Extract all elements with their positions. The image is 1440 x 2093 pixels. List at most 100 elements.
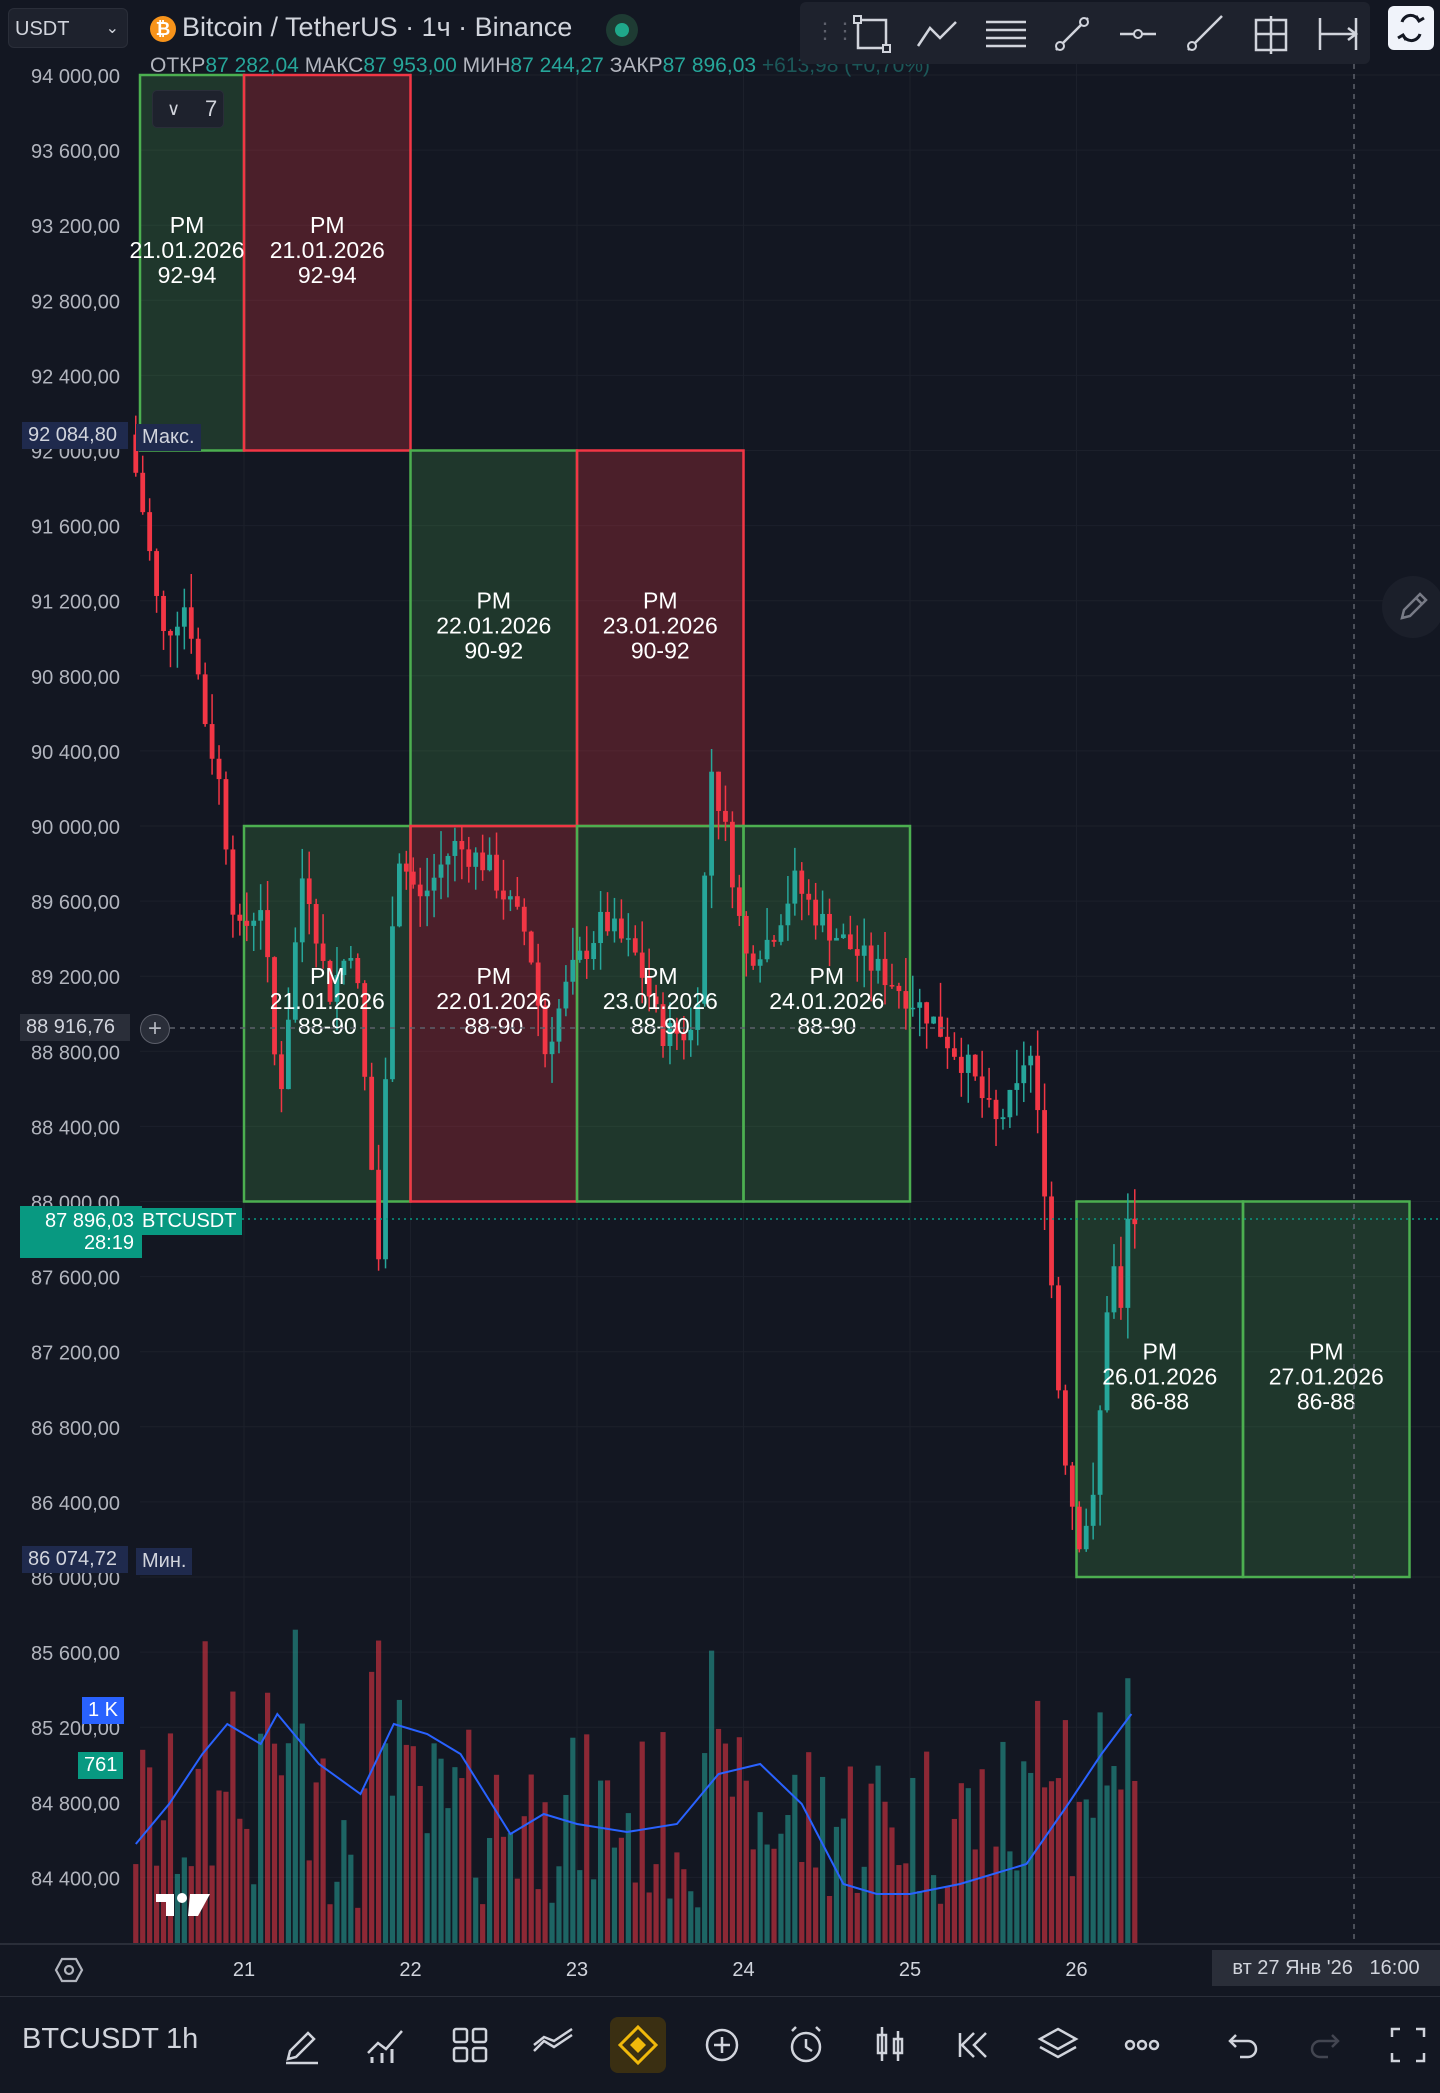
candle-body xyxy=(1118,1266,1124,1308)
volume-bar xyxy=(930,1875,937,1944)
candle-body xyxy=(1083,1525,1089,1550)
date-range-icon[interactable] xyxy=(1316,14,1360,54)
long-position-icon[interactable] xyxy=(1250,14,1294,58)
candle-body xyxy=(417,884,423,897)
add-alert-button[interactable]: + xyxy=(140,1014,170,1044)
add-circle-icon[interactable] xyxy=(694,2017,750,2073)
candle-body xyxy=(521,906,527,932)
bottom-interval[interactable]: 1h xyxy=(166,2023,198,2056)
zone-label-line: PM xyxy=(477,587,512,613)
volume-bar xyxy=(202,1641,208,1944)
volume-bar xyxy=(223,1791,229,1944)
indicators-icon[interactable] xyxy=(358,2017,414,2073)
candle-body xyxy=(369,1076,375,1170)
close-value: 87 896,03 xyxy=(662,54,757,77)
drawing-mode-button[interactable] xyxy=(1382,576,1440,638)
candle-body xyxy=(237,914,243,921)
candle-body xyxy=(965,1054,971,1073)
volume-bar xyxy=(271,1743,278,1944)
candle-body xyxy=(216,758,222,780)
volume-bar xyxy=(264,1692,271,1944)
volume-bar xyxy=(757,1812,763,1944)
ray-icon[interactable] xyxy=(1184,14,1224,54)
volume-bar xyxy=(507,1832,513,1944)
volume-bar xyxy=(375,1640,382,1944)
candle-body xyxy=(514,896,520,907)
candle-body xyxy=(376,1169,381,1260)
alarm-clock-icon[interactable] xyxy=(778,2017,834,2073)
horizontal-line-icon[interactable] xyxy=(1118,14,1158,54)
volume-bar xyxy=(611,1847,618,1944)
price-tick-label: 93 200,00 xyxy=(31,216,120,238)
candle-body xyxy=(528,931,534,963)
candle-body xyxy=(549,1041,555,1055)
undo-icon[interactable] xyxy=(1214,2017,1270,2073)
volume-bar xyxy=(493,1774,500,1944)
volume-bar xyxy=(320,1758,326,1944)
volume-bar xyxy=(362,1788,368,1944)
fullscreen-icon[interactable] xyxy=(1380,2017,1436,2073)
currency-select[interactable]: USDT ⌄ xyxy=(8,8,128,48)
candle-body xyxy=(306,878,312,905)
max-price-label: Макс. xyxy=(136,424,201,451)
tradingview-logo-icon[interactable] xyxy=(154,1888,214,1920)
zone-label-line: 22.01.2026 xyxy=(436,612,551,638)
candle-body xyxy=(792,870,798,904)
candle-body xyxy=(743,915,749,954)
axis-settings-icon[interactable] xyxy=(54,1956,84,1984)
candle-body xyxy=(591,943,597,960)
pencil-icon[interactable] xyxy=(274,2017,330,2073)
rectangle-tool-icon[interactable] xyxy=(852,14,892,54)
zone-label-line: 90-92 xyxy=(464,637,523,663)
candle-body xyxy=(181,607,187,627)
volume-bar xyxy=(396,1699,402,1944)
volume-ma-badge: 1 K xyxy=(82,1697,125,1724)
more-icon[interactable] xyxy=(1114,2017,1170,2073)
crosshair-date-badge: вт 27 Янв '26 16:00 xyxy=(1212,1950,1440,1986)
open-label: ОТКР xyxy=(150,54,206,77)
candle-body xyxy=(480,852,486,871)
price-chart[interactable]: PM21.01.202692-94PM21.01.202692-94PM21.0… xyxy=(0,0,1440,1996)
symbol-title[interactable]: ₿ Bitcoin / TetherUS · 1ч · Binance xyxy=(150,12,572,43)
volume-bar xyxy=(230,1691,236,1944)
market-status-icon[interactable] xyxy=(606,14,638,46)
parallel-channel-icon[interactable] xyxy=(984,14,1028,54)
candle-body xyxy=(1097,1410,1103,1495)
volume-bar xyxy=(147,1767,153,1944)
candle-body xyxy=(1125,1218,1131,1308)
zone-label-line: PM xyxy=(170,212,205,238)
volume-bar xyxy=(708,1650,715,1944)
drag-handle-icon[interactable]: ⋮⋮ xyxy=(814,18,856,43)
redo-icon[interactable] xyxy=(1298,2017,1354,2073)
layout-grid-icon[interactable] xyxy=(442,2017,498,2073)
bottom-symbol[interactable]: BTCUSDT xyxy=(22,2023,159,2056)
volume-bar xyxy=(258,1733,264,1944)
path-tool-icon[interactable] xyxy=(916,14,960,54)
volume-bar xyxy=(542,1802,548,1944)
trend-line-icon[interactable] xyxy=(1052,14,1092,54)
replay-icon[interactable] xyxy=(946,2017,1002,2073)
layers-icon[interactable] xyxy=(1030,2017,1086,2073)
candle-body xyxy=(140,472,146,513)
indicators-collapse-button[interactable]: ∨ 7 xyxy=(152,90,224,128)
sync-drawings-button[interactable] xyxy=(1388,6,1434,50)
candle-body xyxy=(362,983,368,1077)
zone-label-line: 21.01.2026 xyxy=(129,237,244,263)
candle-body xyxy=(175,626,180,636)
volume-bar xyxy=(459,1778,465,1944)
candle-body xyxy=(834,937,839,941)
candle-body xyxy=(508,896,513,900)
price-zone-box xyxy=(242,824,412,1203)
zone-label-line: PM xyxy=(643,587,678,613)
volume-bar xyxy=(1000,1741,1006,1944)
candle-body xyxy=(1042,1110,1047,1197)
volume-bar xyxy=(896,1865,902,1944)
binance-icon[interactable] xyxy=(610,2017,666,2073)
candle-body xyxy=(1007,1089,1013,1118)
candle-body xyxy=(230,849,236,915)
candles-icon[interactable] xyxy=(862,2017,918,2073)
refresh-icon xyxy=(1397,13,1425,43)
volume-bar xyxy=(625,1813,631,1944)
compare-icon[interactable] xyxy=(526,2017,582,2073)
volume-bar xyxy=(244,1828,250,1944)
